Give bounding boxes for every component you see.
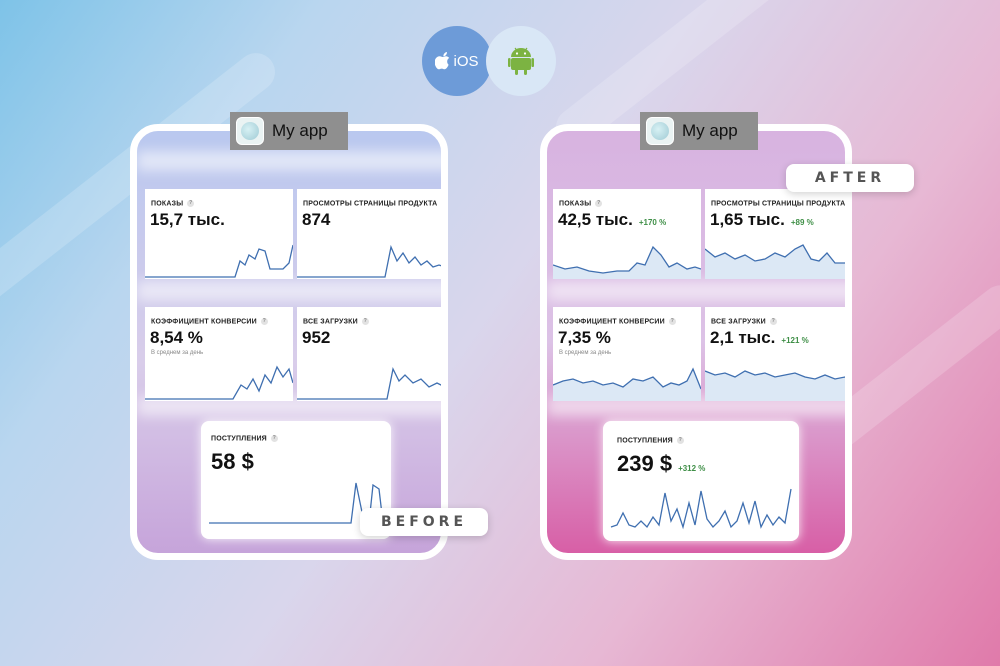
apple-icon: [435, 52, 450, 70]
chart-sparkline: [705, 244, 845, 279]
card-delta: +121 %: [781, 336, 809, 345]
card-page-views[interactable]: ПРОСМОТРЫ СТРАНИЦЫ ПРОДУКТА? 874: [297, 189, 445, 279]
android-badge: [486, 26, 556, 96]
help-icon[interactable]: ?: [595, 200, 603, 207]
card-value: 1,65 тыс.: [710, 210, 785, 229]
card-value: 7,35 %: [558, 328, 611, 347]
help-icon[interactable]: ?: [676, 437, 684, 444]
android-icon: [508, 47, 534, 75]
card-value: 8,54 %: [150, 328, 203, 347]
help-icon[interactable]: ?: [187, 200, 195, 207]
chart-sparkline: [145, 244, 293, 278]
help-icon[interactable]: ?: [769, 318, 777, 325]
ios-label: iOS: [453, 52, 479, 70]
card-conversion[interactable]: КОЭФФИЦИЕНТ КОНВЕРСИИ? 7,35 % В среднем …: [553, 307, 701, 401]
card-page-views[interactable]: ПРОСМОТРЫ СТРАНИЦЫ ПРОДУКТА? 1,65 тыс. +8…: [705, 189, 852, 279]
card-label: ПРОСМОТРЫ СТРАНИЦЫ ПРОДУКТА: [303, 200, 438, 208]
after-label: AFTER: [786, 164, 914, 192]
card-value: 239 $: [617, 451, 673, 476]
chart-sparkline: [553, 367, 701, 401]
card-value: 42,5 тыс.: [558, 210, 633, 229]
app-name: My app: [682, 121, 738, 140]
help-icon[interactable]: ?: [260, 318, 268, 325]
help-icon[interactable]: ?: [441, 200, 445, 207]
card-subtitle: В среднем за день: [151, 350, 204, 356]
phone-after: ПОКАЗЫ? 42,5 тыс. +170 % ПРОСМОТРЫ СТРАНИ…: [540, 124, 852, 560]
card-revenue[interactable]: ПОСТУПЛЕНИЯ? 239 $ +312 %: [603, 421, 799, 541]
card-subtitle: В среднем за день: [559, 350, 612, 356]
card-label: ПРОСМОТРЫ СТРАНИЦЫ ПРОДУКТА: [711, 200, 846, 208]
help-icon[interactable]: ?: [849, 200, 852, 207]
card-revenue[interactable]: ПОСТУПЛЕНИЯ? 58 $: [201, 421, 391, 539]
chart-sparkline: [297, 367, 441, 400]
card-label: ВСЕ ЗАГРУЗКИ: [303, 318, 358, 326]
app-tag-after: My app: [640, 112, 758, 150]
card-label: ПОКАЗЫ: [559, 200, 592, 208]
chart-sparkline: [553, 245, 701, 279]
card-label: ВСЕ ЗАГРУЗКИ: [711, 318, 766, 326]
before-label: BEFORE: [360, 508, 488, 536]
card-value: 58 $: [211, 449, 254, 474]
card-downloads[interactable]: ВСЕ ЗАГРУЗКИ? 952: [297, 307, 441, 401]
card-downloads[interactable]: ВСЕ ЗАГРУЗКИ? 2,1 тыс. +121 %: [705, 307, 845, 401]
card-delta: +89 %: [790, 218, 814, 227]
chart-sparkline: [610, 488, 792, 530]
card-label: КОЭФФИЦИЕНТ КОНВЕРСИИ: [559, 318, 665, 326]
app-tag-before: My app: [230, 112, 348, 150]
card-value: 874: [302, 210, 331, 229]
help-icon[interactable]: ?: [270, 435, 278, 442]
card-value: 15,7 тыс.: [150, 210, 225, 229]
help-icon[interactable]: ?: [668, 318, 676, 325]
chart-sparkline: [297, 244, 441, 278]
card-label: ПОКАЗЫ: [151, 200, 184, 208]
card-label: ПОСТУПЛЕНИЯ: [211, 435, 267, 443]
card-impressions[interactable]: ПОКАЗЫ? 42,5 тыс. +170 %: [553, 189, 701, 279]
chart-sparkline: [145, 365, 293, 400]
card-impressions[interactable]: ПОКАЗЫ? 15,7 тыс.: [145, 189, 293, 279]
app-icon: [646, 117, 674, 145]
card-label: КОЭФФИЦИЕНТ КОНВЕРСИИ: [151, 318, 257, 326]
card-delta: +312 %: [678, 464, 706, 473]
card-value: 2,1 тыс.: [710, 328, 776, 347]
card-delta: +170 %: [638, 218, 667, 227]
phone-before: ПОКАЗЫ? 15,7 тыс. ПРОСМОТРЫ СТРАНИЦЫ ПРО…: [130, 124, 448, 560]
card-conversion[interactable]: КОЭФФИЦИЕНТ КОНВЕРСИИ? 8,54 % В среднем …: [145, 307, 293, 401]
ios-badge: iOS: [422, 26, 492, 96]
chart-sparkline: [705, 370, 845, 401]
app-icon: [236, 117, 264, 145]
app-name: My app: [272, 121, 328, 140]
card-label: ПОСТУПЛЕНИЯ: [617, 437, 673, 445]
card-value: 952: [302, 328, 331, 347]
help-icon[interactable]: ?: [361, 318, 369, 325]
